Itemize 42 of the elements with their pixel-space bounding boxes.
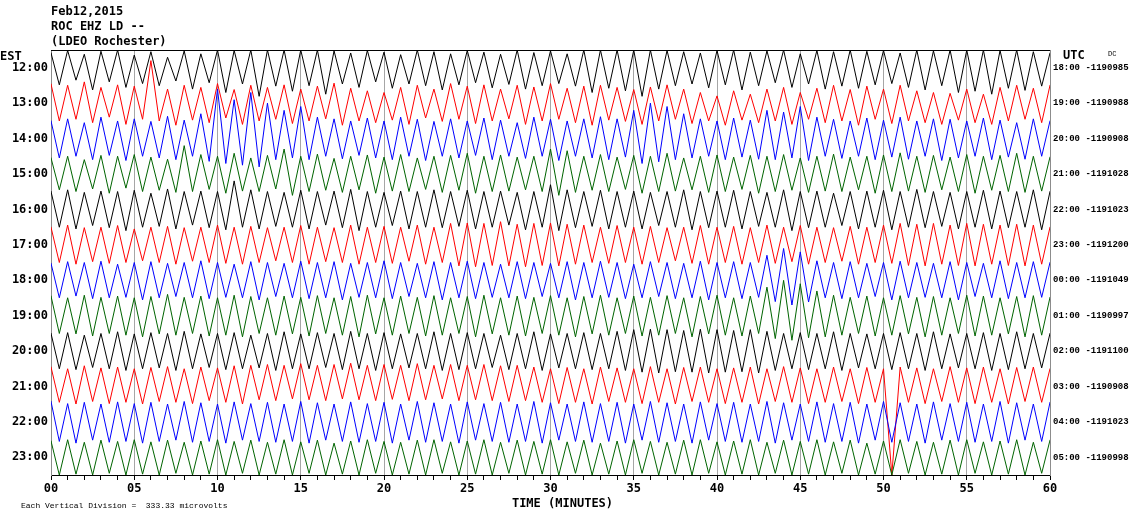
x-tick-label: 15	[293, 481, 308, 496]
category-label: 21:00	[11, 378, 48, 393]
category-label: 18:00	[11, 272, 48, 287]
x-axis-title: TIME (MINUTES)	[511, 496, 614, 511]
x-tick-label: 40	[709, 481, 725, 496]
category-label: 22:00 -1191023	[1053, 204, 1129, 215]
category-label: 14:00	[11, 130, 48, 145]
category-label: 23:00 -1191200	[1053, 240, 1129, 251]
category-label: 01:00 -1190997	[1053, 310, 1129, 321]
x-tick-label: 10	[210, 481, 225, 496]
y2-axis-title: UTC	[1063, 48, 1085, 63]
category-label: 17:00	[11, 236, 48, 251]
x-tick-label: 30	[543, 481, 558, 496]
x-tick-label: 00	[43, 481, 59, 496]
category-label: 22:00	[11, 414, 48, 428]
category-label: 15:00	[11, 166, 48, 181]
x-tick-label: 25	[460, 481, 475, 496]
category-label: 19:00	[11, 307, 48, 322]
text: Each Vertical Division = 333.33 microvolts	[21, 501, 228, 511]
x-tick-label: 20	[376, 481, 392, 496]
chart-subtitle: ROC EHZ LD -- (LDEO Rochester)	[51, 19, 167, 49]
x-tick-label: 50	[876, 481, 891, 496]
category-label: 04:00 -1191023	[1053, 417, 1129, 428]
x-tick-label: 05	[127, 481, 142, 496]
category-label: 03:00 -1190908	[1053, 381, 1129, 392]
category-label: 18:00 -1190985	[1053, 62, 1129, 73]
category-label: 13:00	[11, 95, 48, 110]
category-label: 23:00	[11, 449, 48, 464]
category-label: 16:00	[11, 201, 48, 216]
category-label: 12:00	[11, 59, 48, 74]
category-label: 21:00 -1191028	[1053, 169, 1129, 180]
category-label: 19:00 -1190988	[1053, 98, 1129, 109]
category-label: 00:00 -1191049	[1053, 275, 1129, 286]
category-label: 02:00 -1191100	[1053, 346, 1129, 357]
chart-title: Feb12,2015	[51, 4, 124, 19]
x-tick-label: 55	[959, 481, 974, 496]
category-label: 20:00 -1190908	[1053, 133, 1129, 144]
category-label: 20:00	[11, 343, 48, 358]
x-tick-label: 45	[793, 481, 808, 496]
category-label: 05:00 -1190998	[1053, 452, 1129, 463]
x-tick-label: 35	[626, 481, 641, 496]
x-tick-label: 60	[1042, 481, 1058, 496]
